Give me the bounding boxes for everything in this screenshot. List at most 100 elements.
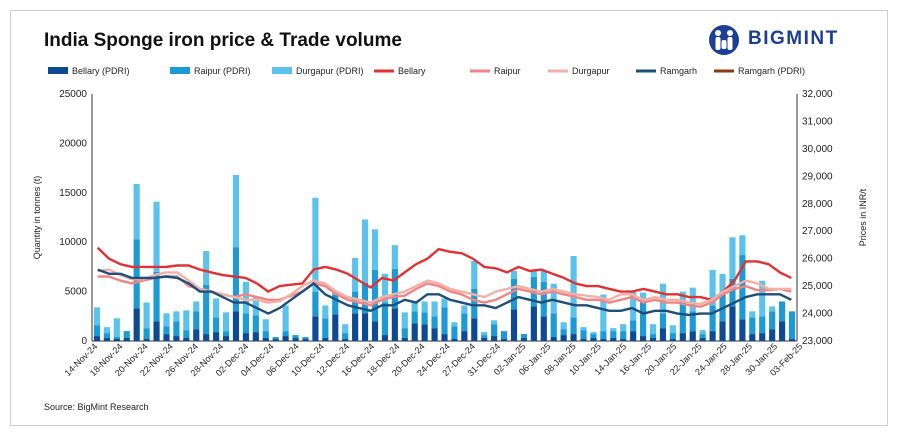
bar-durgapur-pdri <box>461 305 468 314</box>
legend-label: Durgapur <box>572 66 610 76</box>
bar-raipur-pdri <box>640 302 647 337</box>
bar-bellary-pdri <box>232 311 240 341</box>
left-axis-tick-label: 25000 <box>59 89 87 100</box>
bar-durgapur-pdri <box>481 332 488 336</box>
bar-raipur-pdri <box>292 335 299 339</box>
right-axis-tick-label: 30,000 <box>802 144 833 155</box>
bar-raipur-pdri <box>729 278 736 307</box>
bar-durgapur-pdri <box>401 312 408 329</box>
bar-durgapur-pdri <box>540 269 547 282</box>
bar-durgapur-pdri <box>759 280 766 317</box>
bar-raipur-pdri <box>361 282 369 314</box>
bar-raipur-pdri <box>153 271 160 322</box>
bar-bellary-pdri <box>580 339 587 341</box>
bar-bellary-pdri <box>550 337 557 341</box>
bar-raipur-pdri <box>560 329 567 336</box>
bar-bellary-pdri <box>143 339 150 341</box>
bar-raipur-pdri <box>620 331 627 340</box>
right-axis-tick-label: 24,000 <box>802 309 833 320</box>
bar-bellary-pdri <box>788 339 796 341</box>
bar-raipur-pdri <box>272 337 279 340</box>
bar-raipur-pdri <box>123 331 130 339</box>
bar-durgapur-pdri <box>352 258 359 292</box>
bar-raipur-pdri <box>282 331 289 337</box>
bar-durgapur-pdri <box>590 332 597 335</box>
bar-raipur-pdri <box>461 313 468 332</box>
bar-durgapur-pdri <box>630 290 637 321</box>
brand-name: BIGMINT <box>748 28 839 49</box>
bar-raipur-pdri <box>749 317 756 335</box>
right-axis-tick-label: 32,000 <box>802 89 833 100</box>
bar-bellary-pdri <box>282 336 289 341</box>
bar-durgapur-pdri <box>600 294 607 332</box>
bar-bellary-pdri <box>292 338 299 341</box>
bar-durgapur-pdri <box>431 301 438 317</box>
bar-durgapur-pdri <box>143 302 150 329</box>
bar-durgapur-pdri <box>173 311 180 322</box>
bar-raipur-pdri <box>590 334 597 339</box>
bar-durgapur-pdri <box>719 273 726 293</box>
bar-durgapur-pdri <box>570 256 577 318</box>
bar-raipur-pdri <box>381 302 389 336</box>
bar-raipur-pdri <box>689 311 696 332</box>
bar-bellary-pdri <box>471 318 478 341</box>
brand-mark-icon <box>709 25 739 55</box>
bar-durgapur-pdri <box>580 327 587 331</box>
bar-raipur-pdri <box>719 292 726 322</box>
bar-raipur-pdri <box>788 311 796 340</box>
bar-bellary-pdri <box>719 321 726 341</box>
bar-bellary-pdri <box>352 313 359 341</box>
bar-durgapur-pdri <box>649 324 657 335</box>
bar-raipur-pdri <box>411 311 418 324</box>
bar-durgapur-pdri <box>471 260 478 289</box>
bar-bellary-pdri <box>540 316 547 341</box>
bar-durgapur-pdri <box>451 322 458 327</box>
bar-raipur-pdri <box>232 247 240 312</box>
bar-raipur-pdri <box>203 284 210 335</box>
bar-durgapur-pdri <box>491 320 498 325</box>
left-axis-tick-label: 10000 <box>59 237 87 248</box>
bar-durgapur-pdri <box>213 298 220 318</box>
bar-bellary-pdri <box>193 329 200 341</box>
bar-bellary-pdri <box>620 339 627 341</box>
bar-durgapur-pdri <box>322 305 329 319</box>
bar-durgapur-pdri <box>371 229 379 270</box>
legend-label: Bellary (PDRI) <box>72 66 130 76</box>
bar-raipur-pdri <box>659 313 667 329</box>
bar-bellary-pdri <box>689 331 696 341</box>
bar-raipur-pdri <box>649 334 657 339</box>
bar-durgapur-pdri <box>699 330 706 335</box>
right-axis-tick-label: 28,000 <box>802 199 833 210</box>
bar-durgapur-pdri <box>421 301 428 313</box>
bar-bellary-pdri <box>113 339 120 341</box>
legend-swatch <box>170 67 190 74</box>
bar-bellary-pdri <box>590 338 597 341</box>
left-axis-tick-label: 20000 <box>59 138 87 149</box>
bar-bellary-pdri <box>133 308 140 341</box>
bar-bellary-pdri <box>213 332 220 341</box>
bar-bellary-pdri <box>530 306 537 341</box>
bar-bellary-pdri <box>203 334 210 341</box>
bar-raipur-pdri <box>262 331 269 339</box>
right-axis-title: Prices in INR/t <box>858 188 868 246</box>
bar-raipur-pdri <box>630 320 637 332</box>
bar-bellary-pdri <box>401 338 408 341</box>
right-axis-tick-label: 31,000 <box>802 116 833 127</box>
bar-raipur-pdri <box>570 317 577 335</box>
bar-durgapur-pdri <box>441 298 448 308</box>
bar-durgapur-pdri <box>203 251 210 285</box>
bar-bellary-pdri <box>103 338 110 341</box>
bar-durgapur-pdri <box>282 305 289 332</box>
bar-raipur-pdri <box>481 335 488 339</box>
bar-bellary-pdri <box>173 336 180 341</box>
bar-raipur-pdri <box>242 313 249 334</box>
bar-raipur-pdri <box>580 330 587 340</box>
bar-durgapur-pdri <box>769 306 776 312</box>
bar-raipur-pdri <box>322 318 329 339</box>
bar-bellary-pdri <box>481 338 488 341</box>
bar-bellary-pdri <box>500 339 508 341</box>
bar-raipur-pdri <box>550 313 557 338</box>
bar-bellary-pdri <box>461 331 468 341</box>
bar-raipur-pdri <box>103 333 110 339</box>
